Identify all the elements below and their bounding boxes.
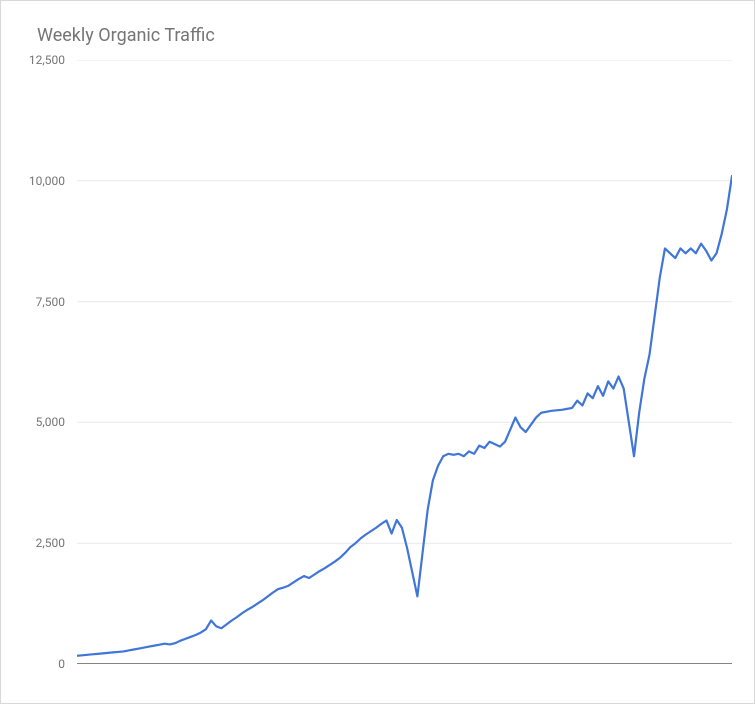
y-tick-label: 12,500 [29,53,65,67]
y-axis-labels: 0 2,500 5,000 7,500 10,000 12,500 [21,54,73,674]
traffic-line [77,176,732,656]
y-tick-label: 10,000 [29,174,65,188]
chart-container: Weekly Organic Traffic 0 2,500 5,000 7,500 1… [0,0,755,704]
y-tick-label: 2,500 [36,536,65,550]
y-tick-label: 7,500 [36,295,65,309]
line-plot [77,60,728,664]
chart-title: Weekly Organic Traffic [37,25,734,46]
chart-svg [77,60,732,664]
plot-area: 0 2,500 5,000 7,500 10,000 12,500 [21,54,734,674]
y-tick-label: 0 [58,657,65,671]
y-tick-label: 5,000 [36,415,65,429]
